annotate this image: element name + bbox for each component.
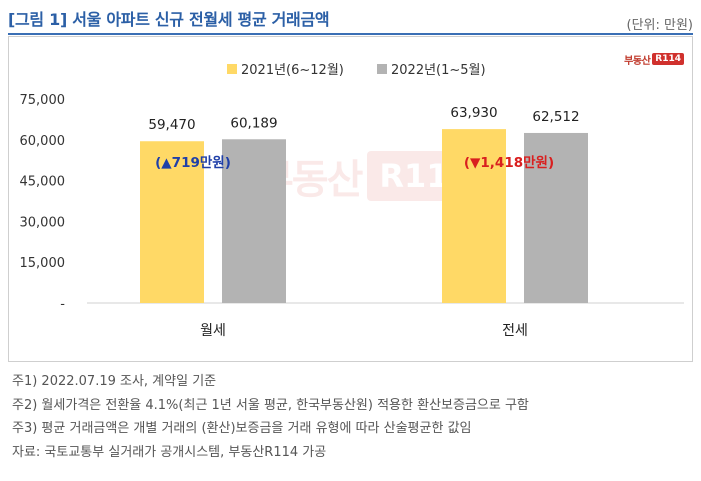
r114-logo-icon: 부동산 R114 — [624, 51, 684, 67]
bar-value-label: 60,189 — [230, 115, 277, 131]
y-tick-label: 60,000 — [20, 134, 66, 149]
bar — [442, 129, 506, 303]
logo-text: 부동산 — [624, 55, 651, 67]
legend-label: 2021년(6~12월) — [241, 63, 344, 78]
footnote: 주3) 평균 거래금액은 개별 거래의 (환산)보증금을 거래 유형에 따라 산… — [12, 421, 472, 436]
bar — [140, 141, 204, 303]
bar-chart: - 15,000 30,000 45,000 60,000 75,000 2021년(6~1… — [20, 63, 684, 339]
source-note: 자료: 국토교통부 실거래가 공개시스템, 부동산R114 가공 — [12, 444, 327, 460]
y-tick-label: 30,000 — [20, 215, 66, 230]
y-tick-label: 75,000 — [20, 93, 66, 108]
unit-label: (단위: 만원) — [626, 18, 694, 33]
change-annotation: (▲719만원) — [155, 155, 231, 171]
bar-value-label: 59,470 — [148, 117, 195, 133]
bar-value-label: 62,512 — [532, 109, 579, 125]
title-divider — [8, 33, 693, 35]
legend-swatch — [227, 64, 237, 74]
x-tick-label: 월세 — [200, 323, 226, 339]
y-tick-label: - — [60, 297, 65, 312]
chart-title: [그림 1] 서울 아파트 신규 전월세 평균 거래금액 — [8, 10, 330, 29]
bar — [524, 132, 588, 303]
footnotes: 주1) 2022.07.19 조사, 계약일 기준 주2) 월세가격은 전환율 … — [12, 370, 692, 464]
legend-label: 2022년(1~5월) — [391, 63, 486, 78]
x-tick-label: 전세 — [502, 323, 528, 339]
footnote: 주2) 월세가격은 전환율 4.1%(최근 1년 서울 평균, 한국부동산원) … — [12, 397, 529, 413]
y-tick-label: 15,000 — [20, 256, 66, 271]
change-annotation: (▼1,418만원) — [464, 155, 554, 171]
footnote: 주1) 2022.07.19 조사, 계약일 기준 — [12, 374, 217, 389]
chart-area: 부동산 R114 부동산 R114 - 15,000 30,000 45,000 60,… — [8, 36, 693, 362]
y-tick-label: 45,000 — [20, 175, 66, 190]
bar — [222, 139, 286, 303]
bar-value-label: 63,930 — [450, 105, 497, 121]
logo-badge: R114 — [652, 53, 684, 65]
legend-swatch — [377, 64, 387, 74]
